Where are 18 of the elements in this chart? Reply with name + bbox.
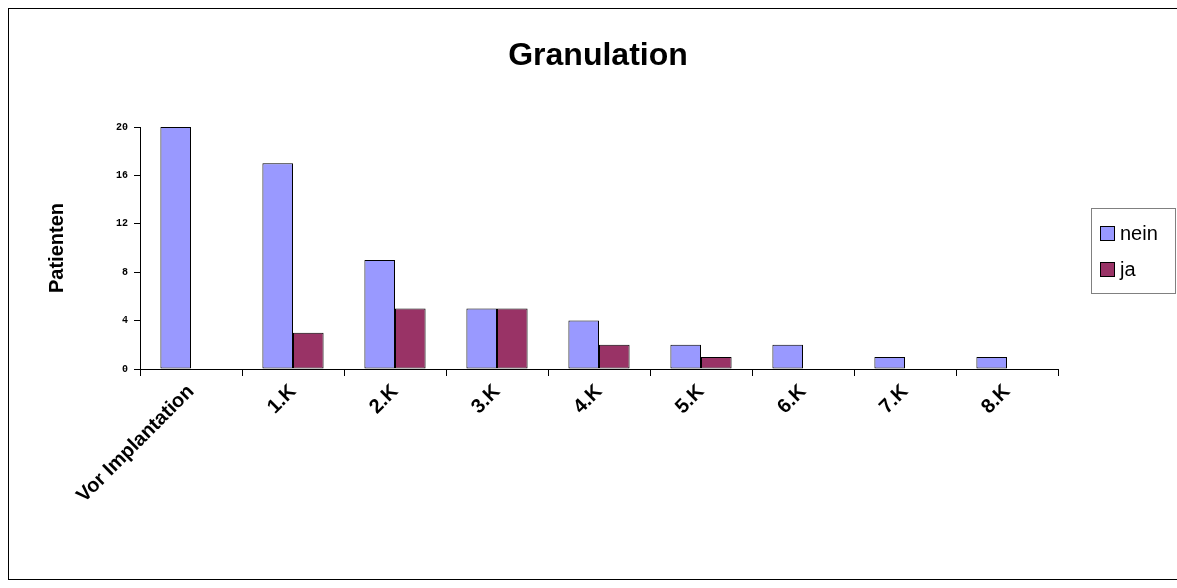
x-tick-label: 2.K: [364, 379, 403, 418]
y-tick-label: 0: [121, 363, 128, 375]
x-tick-label: 1.K: [262, 379, 301, 418]
y-tick-label: 12: [115, 218, 128, 230]
legend-label: ja: [1120, 257, 1136, 281]
y-tick-label: 20: [115, 121, 128, 133]
legend-label: nein: [1120, 221, 1158, 245]
x-tick-label: 4.K: [568, 379, 607, 418]
y-tick-label: 4: [121, 315, 128, 327]
x-tick-label: 8.K: [976, 379, 1015, 418]
y-tick-label: 16: [115, 169, 128, 181]
chart-title: Granulation: [508, 35, 688, 74]
x-tick-label: 6.K: [772, 379, 811, 418]
y-axis-title: Patienten: [44, 202, 67, 294]
x-tick-label: 7.K: [874, 379, 913, 418]
x-tick-label: 5.K: [670, 379, 709, 418]
x-tick-label: 3.K: [466, 379, 505, 418]
y-tick-label: 8: [121, 266, 128, 278]
